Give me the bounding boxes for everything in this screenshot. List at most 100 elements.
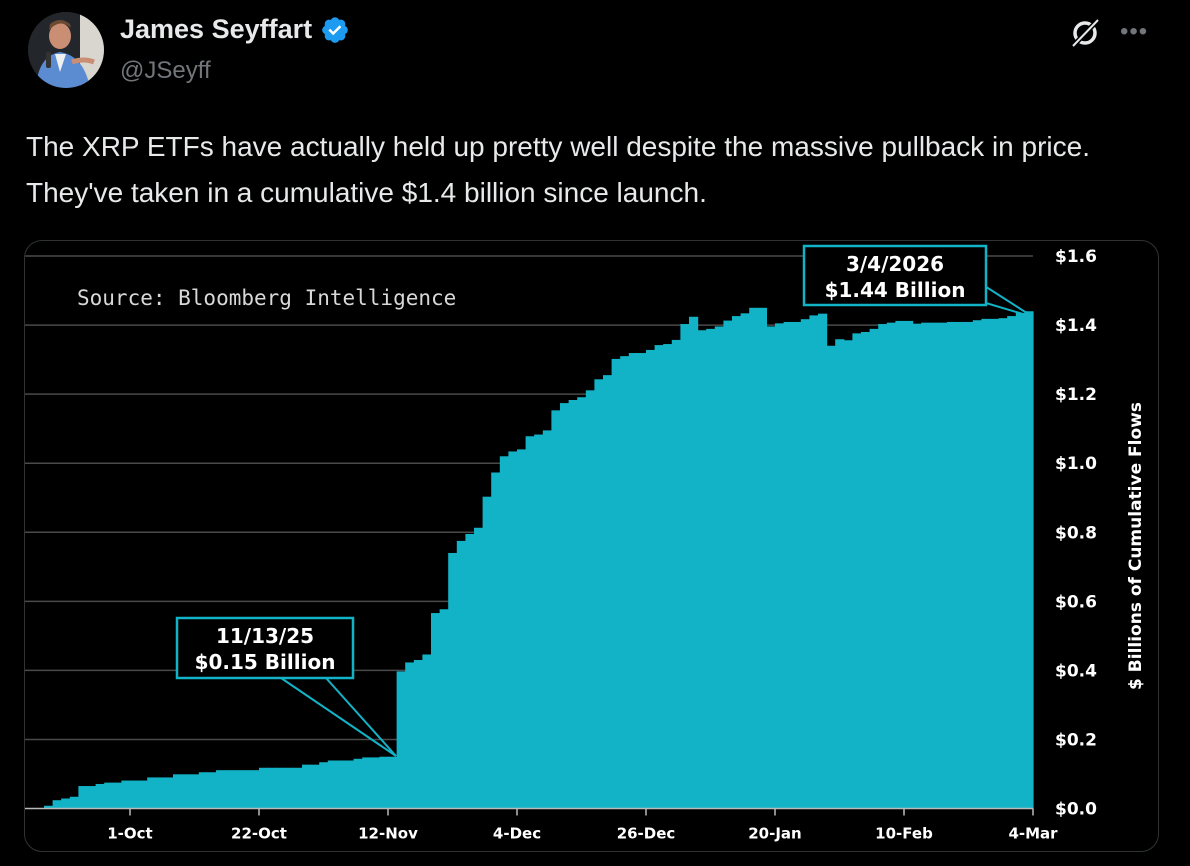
area-step <box>207 772 217 809</box>
area-step <box>990 318 1000 809</box>
y-tick-label: $0.4 <box>1055 661 1097 681</box>
area-step <box>302 764 312 809</box>
avatar[interactable] <box>28 12 104 88</box>
area-step <box>904 320 914 809</box>
area-step <box>525 436 535 809</box>
area-step <box>689 316 699 809</box>
grok-icon[interactable] <box>1068 16 1102 50</box>
area-step <box>517 449 527 809</box>
area-step <box>52 800 62 809</box>
chart-image[interactable]: $0.0 $0.2 $0.4 $0.6 $0.8 $1.0 $1.2 $1.4 $1.6 1-O… <box>24 240 1159 852</box>
area-step <box>112 782 122 809</box>
area-step <box>310 764 320 809</box>
area-step <box>61 798 71 809</box>
annotation-start-box <box>175 616 355 680</box>
author-name-row[interactable]: James Seyffart <box>120 14 350 45</box>
area-step <box>164 777 174 809</box>
area-step <box>766 326 776 809</box>
area-step <box>895 320 905 809</box>
x-tick-label: 26-Dec <box>617 825 676 843</box>
area-step <box>465 533 475 809</box>
cumulative-flows-chart: $0.0 $0.2 $0.4 $0.6 $0.8 $1.0 $1.2 $1.4 $1.6 1-O… <box>25 244 1146 843</box>
more-options-button[interactable]: ••• <box>1120 18 1149 45</box>
area-step <box>121 780 131 809</box>
area-step <box>431 613 441 809</box>
area-step <box>1024 311 1034 809</box>
x-tick-label: 4-Dec <box>493 825 541 843</box>
x-tick-label: 20-Jan <box>748 825 801 843</box>
area-step <box>955 321 965 809</box>
y-tick-label: $1.2 <box>1055 385 1097 405</box>
area-step <box>620 356 630 809</box>
area-step <box>938 322 948 809</box>
area-step <box>233 770 243 809</box>
area-step <box>362 757 372 809</box>
area-step <box>783 321 793 809</box>
area-step <box>216 770 226 809</box>
area-step <box>869 328 879 809</box>
y-tick-label: $0.8 <box>1055 523 1097 543</box>
area-step <box>173 774 183 809</box>
area-step <box>147 777 157 809</box>
area-step <box>327 760 337 809</box>
author-name[interactable]: James Seyffart <box>120 14 313 44</box>
area-step <box>508 451 518 809</box>
y-tick-label: $0.2 <box>1055 730 1097 750</box>
area-step <box>654 345 664 809</box>
area-step <box>886 322 896 809</box>
avatar-photo <box>28 12 104 88</box>
area-step <box>568 399 578 809</box>
annotation-start-date: 11/13/25 <box>216 624 314 648</box>
area-step <box>637 353 647 809</box>
area-step <box>293 767 303 809</box>
y-axis-label: $ Billions of Cumulative Flows <box>1126 402 1146 690</box>
area-step <box>284 767 294 809</box>
area-step <box>861 331 871 809</box>
area-step <box>250 770 260 809</box>
area-step <box>964 321 974 809</box>
area-step <box>603 375 613 809</box>
area-step <box>663 344 673 809</box>
area-step <box>628 353 638 809</box>
area-step <box>809 315 819 809</box>
area-step <box>723 320 733 809</box>
area-step <box>843 340 853 809</box>
area-step <box>775 323 785 809</box>
area-step <box>482 496 492 809</box>
y-tick-label: $0.6 <box>1055 592 1097 612</box>
area-step <box>706 328 716 809</box>
area-step <box>198 772 208 809</box>
area-step <box>336 760 346 809</box>
area-step <box>370 757 380 809</box>
x-tick-label: 1-Oct <box>107 825 152 843</box>
area-step <box>456 540 466 809</box>
x-tick-label: 12-Nov <box>358 825 418 843</box>
area-step <box>792 321 802 809</box>
area-step <box>413 660 423 809</box>
y-tick-label: $1.6 <box>1055 247 1097 267</box>
area-step <box>921 322 931 809</box>
x-tick-label: 10-Feb <box>875 825 933 843</box>
area-step <box>155 777 165 809</box>
area-step <box>491 472 501 809</box>
author-handle[interactable]: @JSeyff <box>120 57 211 84</box>
area-step <box>542 430 552 809</box>
area-step <box>474 527 484 809</box>
area-step <box>732 316 742 809</box>
area-step <box>353 758 363 809</box>
area-step <box>878 324 888 809</box>
area-step <box>44 805 54 809</box>
area-step <box>800 319 810 809</box>
annotation-end-value: $1.44 Billion <box>825 278 966 302</box>
area-step <box>396 671 406 809</box>
annotation-start-pointer <box>280 677 397 757</box>
area-step <box>981 318 991 809</box>
area-step <box>577 397 587 809</box>
annotation-end-box <box>802 244 988 307</box>
annotation-start-value: $0.15 Billion <box>195 650 336 674</box>
post-text: The XRP ETFs have actually held up prett… <box>26 131 1090 208</box>
area-step <box>95 783 105 809</box>
area-step <box>826 345 836 809</box>
area-step <box>740 313 750 809</box>
area-step <box>594 379 604 809</box>
